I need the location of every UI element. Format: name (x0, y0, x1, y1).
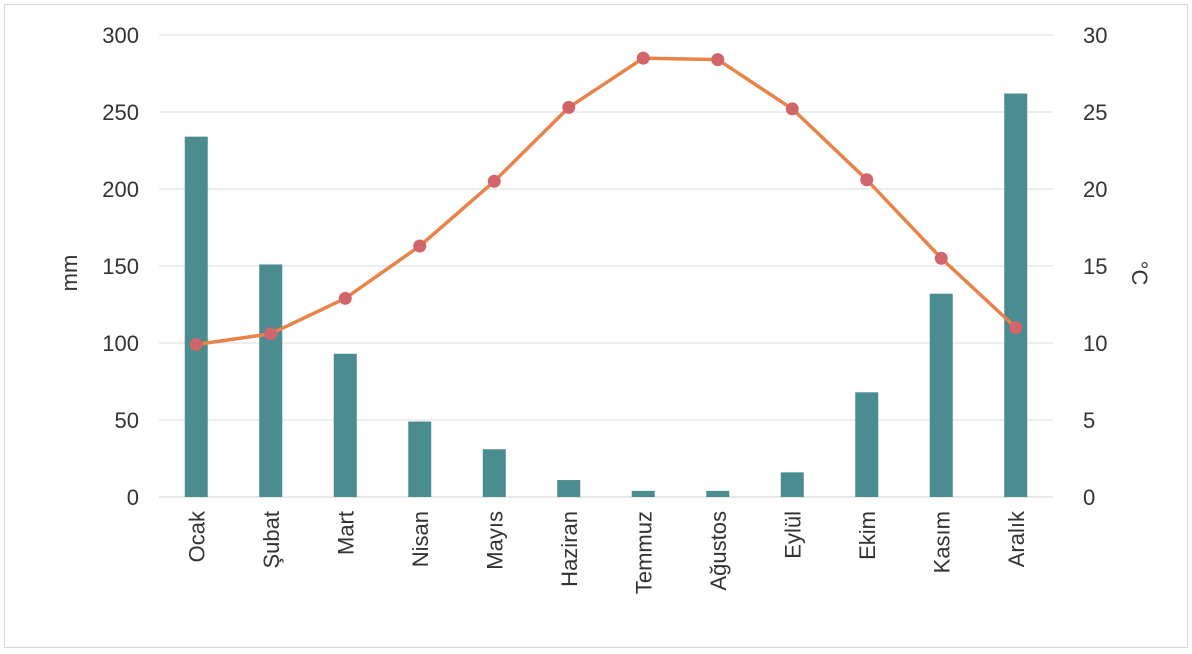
month-label: Mart (333, 511, 358, 555)
precipitation-bar (557, 480, 581, 497)
temperature-point (636, 51, 650, 65)
month-label: Şubat (259, 511, 284, 569)
month-label: Mayıs (482, 511, 507, 570)
grid-lines (159, 34, 1053, 498)
temperature-point (934, 251, 948, 265)
right-tick-label: 10 (1083, 331, 1107, 356)
right-tick-label: 25 (1083, 100, 1107, 125)
temperature-point (860, 173, 874, 187)
right-tick-label: 15 (1083, 254, 1107, 279)
right-tick-label: 30 (1083, 23, 1107, 48)
precipitation-bar (259, 264, 283, 497)
temperature-point (487, 174, 501, 188)
right-axis: 0 5 10 15 20 25 30 (1083, 23, 1107, 510)
month-label: Aralık (1004, 510, 1029, 567)
month-label: Ağustos (706, 511, 731, 591)
precipitation-bar (184, 136, 208, 497)
left-tick-label: 250 (102, 100, 139, 125)
month-label: Ekim (855, 511, 880, 560)
precipitation-bars (184, 93, 1028, 498)
climate-chart: 0 50 100 150 200 250 300 0 5 10 15 20 25 30 Ocak Şuba… (57, 23, 1152, 594)
left-tick-label: 50 (115, 408, 139, 433)
temperature-line-path (196, 56, 1017, 347)
left-tick-label: 150 (102, 254, 139, 279)
left-axis: 0 50 100 150 200 250 300 (102, 23, 139, 510)
temperature-point (264, 327, 278, 341)
left-tick-label: 200 (102, 177, 139, 202)
right-tick-label: 5 (1083, 408, 1095, 433)
temperature-point (413, 239, 427, 253)
precipitation-bar (631, 490, 655, 497)
month-label: Kasım (929, 511, 954, 573)
temperature-point (338, 291, 352, 305)
temperature-point (1009, 321, 1023, 335)
month-label: Ocak (184, 510, 209, 562)
right-axis-title: °C (1127, 261, 1152, 286)
month-label: Haziran (557, 511, 582, 587)
left-axis-title: mm (57, 255, 82, 292)
temperature-point (562, 100, 576, 114)
temperature-point (785, 102, 799, 116)
month-label: Temmuz (631, 511, 656, 594)
month-label: Nisan (408, 511, 433, 567)
precipitation-bar (1004, 93, 1028, 498)
precipitation-bar (482, 449, 506, 497)
left-tick-label: 100 (102, 331, 139, 356)
precipitation-bar (855, 392, 879, 497)
month-label: Eylül (780, 511, 805, 559)
temperature-point (189, 338, 203, 352)
precipitation-bar (706, 490, 730, 497)
right-tick-label: 20 (1083, 177, 1107, 202)
precipitation-bar (408, 421, 432, 497)
left-tick-label: 0 (127, 485, 139, 510)
precipitation-bar (333, 353, 357, 497)
temperature-line (189, 51, 1023, 352)
precipitation-bar (929, 293, 953, 497)
chart-frame: 0 50 100 150 200 250 300 0 5 10 15 20 25 30 Ocak Şuba… (4, 4, 1188, 648)
category-axis: Ocak Şubat Mart Nisan Mayıs Haziran Temmuz Ağus… (184, 510, 1029, 594)
left-tick-label: 300 (102, 23, 139, 48)
right-tick-label: 0 (1083, 485, 1095, 510)
precipitation-bar (780, 472, 804, 497)
temperature-point (711, 53, 725, 67)
